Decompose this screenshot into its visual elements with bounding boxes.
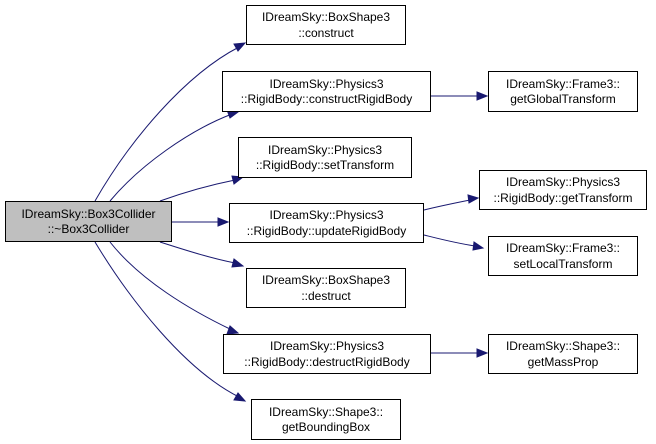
edge-update-rigidbody-get-transform (423, 199, 471, 211)
node-update-rigidbody-line2: ::RigidBody::updateRigidBody (247, 224, 406, 238)
node-root-line2: ::~Box3Collider (48, 222, 130, 236)
arrowhead (476, 348, 489, 358)
node-set-transform-line2: ::RigidBody::setTransform (256, 158, 394, 172)
node-boxshape-destruct-line1: IDreamSky::BoxShape3 (262, 273, 390, 287)
node-boxshape-destruct[interactable]: IDreamSky::BoxShape3 ::destruct (246, 268, 406, 308)
node-destruct-rigidbody-line2: ::RigidBody::destructRigidBody (244, 355, 409, 369)
arrowhead (467, 194, 480, 204)
node-frame-local-line2: setLocalTransform (514, 257, 613, 271)
node-update-rigidbody[interactable]: IDreamSky::Physics3 ::RigidBody::updateR… (229, 203, 424, 243)
node-boxshape-construct[interactable]: IDreamSky::BoxShape3 ::construct (246, 5, 406, 45)
node-construct-rigidbody-line1: IDreamSky::Physics3 (269, 77, 383, 91)
node-shape-massprop-line1: IDreamSky::Shape3:: (506, 339, 620, 353)
edge-update-rigidbody-frame-local (423, 234, 476, 247)
edge-root-boxshape-construct (94, 46, 240, 202)
node-boxshape-destruct-line2: ::destruct (301, 289, 351, 303)
node-boxshape-construct-line2: ::construct (298, 26, 354, 40)
arrowhead (233, 392, 247, 402)
node-boxshape-construct-line1: IDreamSky::BoxShape3 (262, 10, 390, 24)
arrowhead (217, 217, 230, 227)
node-destruct-rigidbody-line1: IDreamSky::Physics3 (270, 339, 384, 353)
node-shape-bbox-line2: getBoundingBox (282, 420, 370, 434)
node-shape-bbox-line1: IDreamSky::Shape3:: (269, 405, 383, 419)
node-update-rigidbody-line1: IDreamSky::Physics3 (269, 208, 383, 222)
node-destruct-rigidbody[interactable]: IDreamSky::Physics3 ::RigidBody::destruc… (223, 334, 431, 374)
node-shape-bbox[interactable]: IDreamSky::Shape3:: getBoundingBox (251, 399, 401, 440)
node-set-transform-line1: IDreamSky::Physics3 (268, 143, 382, 157)
node-set-transform[interactable]: IDreamSky::Physics3 ::RigidBody::setTran… (238, 137, 412, 178)
node-construct-rigidbody[interactable]: IDreamSky::Physics3 ::RigidBody::constru… (222, 71, 431, 112)
node-frame-global-line2: getGlobalTransform (510, 92, 616, 106)
edge-root-shape-bbox (94, 241, 240, 398)
node-frame-local[interactable]: IDreamSky::Frame3:: setLocalTransform (488, 236, 638, 276)
edge-root-boxshape-destruct (159, 241, 236, 264)
arrowhead (226, 325, 240, 335)
arrowhead (472, 241, 485, 251)
node-root-line1: IDreamSky::Box3Collider (21, 207, 155, 221)
node-get-transform[interactable]: IDreamSky::Physics3 ::RigidBody::getTran… (479, 170, 647, 210)
node-frame-global[interactable]: IDreamSky::Frame3:: getGlobalTransform (488, 71, 638, 112)
edge-root-destruct-rigidbody (109, 241, 233, 331)
node-frame-local-line1: IDreamSky::Frame3:: (506, 241, 620, 255)
node-construct-rigidbody-line2: ::RigidBody::constructRigidBody (241, 92, 412, 106)
node-root[interactable]: IDreamSky::Box3Collider ::~Box3Collider (5, 201, 172, 242)
arrowhead (476, 91, 489, 101)
arrowhead (231, 258, 245, 268)
node-frame-global-line1: IDreamSky::Frame3:: (506, 77, 620, 91)
node-get-transform-line2: ::RigidBody::getTransform (494, 191, 633, 205)
node-get-transform-line1: IDreamSky::Physics3 (506, 175, 620, 189)
node-shape-massprop[interactable]: IDreamSky::Shape3:: getMassProp (488, 334, 638, 374)
edges (94, 42, 489, 402)
node-shape-massprop-line2: getMassProp (528, 355, 599, 369)
edge-root-construct-rigidbody (109, 113, 233, 202)
edge-root-set-transform (159, 179, 236, 202)
arrowhead (233, 42, 247, 52)
